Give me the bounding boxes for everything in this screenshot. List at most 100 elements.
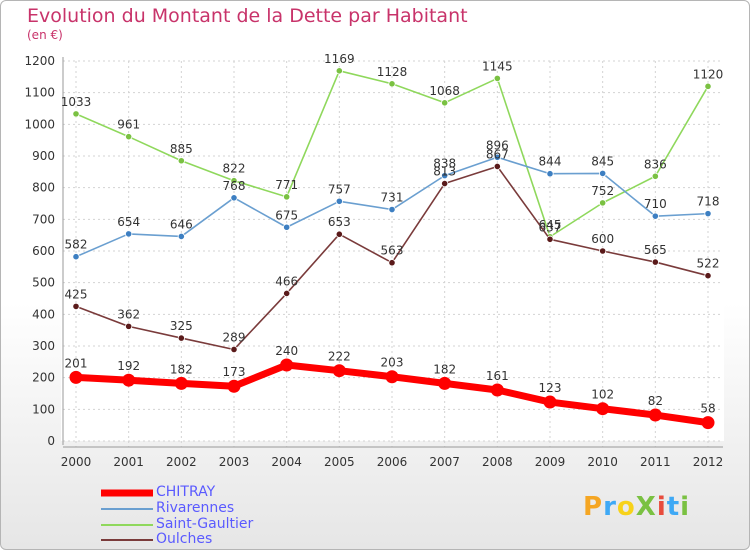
data-point-chitray xyxy=(385,370,399,384)
legend-item-oulches: Oulches xyxy=(101,531,321,547)
data-label-saint-gaultier: 1068 xyxy=(429,84,460,98)
x-tick-label: 2005 xyxy=(324,455,355,469)
data-label-chitray: 192 xyxy=(117,359,140,373)
data-label-saint-gaultier: 885 xyxy=(170,142,193,156)
data-point-chitray xyxy=(280,358,294,372)
data-point-rivarennes xyxy=(125,230,133,238)
x-tick-label: 2012 xyxy=(693,455,724,469)
data-point-chitray xyxy=(701,416,715,430)
data-point-rivarennes xyxy=(388,205,396,214)
data-point-chitray xyxy=(227,379,241,393)
data-label-rivarennes: 731 xyxy=(381,191,404,205)
legend-label: CHITRAY xyxy=(156,484,216,500)
legend-item-saint-gaultier: Saint-Gaultier xyxy=(101,516,321,532)
data-point-rivarennes xyxy=(283,223,291,231)
legend-label: Rivarennes xyxy=(156,500,235,516)
data-label-oulches: 565 xyxy=(644,243,667,257)
data-point-saint-gaultier xyxy=(651,172,659,180)
legend-swatch xyxy=(101,524,153,526)
data-label-saint-gaultier: 961 xyxy=(117,118,140,132)
data-label-oulches: 653 xyxy=(328,215,351,229)
data-point-rivarennes xyxy=(651,212,659,220)
data-label-rivarennes: 582 xyxy=(65,238,88,252)
data-label-oulches: 813 xyxy=(433,165,456,179)
data-point-saint-gaultier xyxy=(283,193,291,201)
data-label-chitray: 173 xyxy=(223,365,246,379)
data-point-oulches xyxy=(704,272,712,280)
data-point-saint-gaultier xyxy=(335,67,343,75)
data-label-oulches: 600 xyxy=(591,232,614,246)
data-label-oulches: 563 xyxy=(381,244,404,258)
x-tick-label: 2011 xyxy=(640,455,671,469)
data-point-saint-gaultier xyxy=(441,99,449,107)
data-label-rivarennes: 646 xyxy=(170,217,193,231)
chart-title: Evolution du Montant de la Dette par Hab… xyxy=(27,5,468,27)
data-point-chitray xyxy=(332,364,346,378)
data-label-chitray: 240 xyxy=(275,344,298,358)
data-label-rivarennes: 768 xyxy=(223,179,246,193)
data-label-rivarennes: 838 xyxy=(433,157,456,171)
data-point-oulches xyxy=(388,259,396,267)
data-label-rivarennes: 845 xyxy=(591,154,614,168)
y-tick-label: 1100 xyxy=(24,86,55,100)
data-point-saint-gaultier xyxy=(230,177,238,185)
data-point-oulches xyxy=(651,258,659,266)
data-label-chitray: 58 xyxy=(700,402,715,416)
y-tick-label: 0 xyxy=(47,434,55,448)
data-label-saint-gaultier: 645 xyxy=(539,218,562,232)
data-point-oulches xyxy=(125,322,133,330)
data-label-oulches: 289 xyxy=(223,330,246,344)
data-label-chitray: 222 xyxy=(328,350,351,364)
data-label-saint-gaultier: 1033 xyxy=(61,95,92,109)
legend-swatch xyxy=(101,508,153,510)
data-label-oulches: 425 xyxy=(65,287,88,301)
legend-label: Oulches xyxy=(156,531,213,547)
data-point-oulches xyxy=(72,302,80,311)
data-label-saint-gaultier: 836 xyxy=(644,157,667,171)
data-point-oulches xyxy=(493,162,501,171)
data-label-chitray: 82 xyxy=(648,394,663,408)
y-tick-label: 800 xyxy=(32,181,55,195)
data-label-oulches: 362 xyxy=(117,307,140,321)
y-tick-label: 600 xyxy=(32,244,55,258)
y-tick-label: 300 xyxy=(32,339,55,353)
data-point-oulches xyxy=(546,235,554,243)
data-label-saint-gaultier: 1120 xyxy=(693,67,724,81)
data-point-rivarennes xyxy=(704,210,712,218)
data-point-oulches xyxy=(441,179,449,188)
data-label-chitray: 161 xyxy=(486,369,509,383)
data-label-chitray: 102 xyxy=(591,388,614,402)
data-label-saint-gaultier: 771 xyxy=(275,178,298,192)
data-point-rivarennes xyxy=(177,232,185,241)
x-tick-label: 2008 xyxy=(482,455,513,469)
data-point-chitray xyxy=(122,373,136,387)
x-tick-label: 2010 xyxy=(587,455,618,469)
data-point-saint-gaultier xyxy=(72,110,80,118)
y-tick-label: 1200 xyxy=(24,54,55,68)
y-tick-label: 100 xyxy=(32,402,55,416)
data-point-rivarennes xyxy=(230,194,238,202)
data-point-chitray xyxy=(69,370,83,384)
y-tick-label: 900 xyxy=(32,149,55,163)
data-point-chitray xyxy=(490,383,504,397)
data-label-oulches: 522 xyxy=(697,257,720,271)
data-label-oulches: 466 xyxy=(275,274,298,288)
data-point-rivarennes xyxy=(72,253,80,261)
y-tick-label: 400 xyxy=(32,307,55,321)
data-label-rivarennes: 675 xyxy=(275,208,298,222)
data-point-rivarennes xyxy=(335,197,343,205)
y-tick-label: 200 xyxy=(32,371,55,385)
data-label-oulches: 867 xyxy=(486,147,509,161)
data-label-rivarennes: 654 xyxy=(117,215,140,229)
legend-item-rivarennes: Rivarennes xyxy=(101,500,321,516)
data-point-saint-gaultier xyxy=(599,199,607,207)
data-label-chitray: 203 xyxy=(381,356,404,370)
x-tick-label: 2004 xyxy=(271,455,302,469)
data-point-oulches xyxy=(335,230,343,238)
data-point-rivarennes xyxy=(599,169,607,178)
data-label-saint-gaultier: 1145 xyxy=(482,59,513,73)
data-point-oulches xyxy=(283,289,291,298)
data-point-saint-gaultier xyxy=(125,133,133,141)
